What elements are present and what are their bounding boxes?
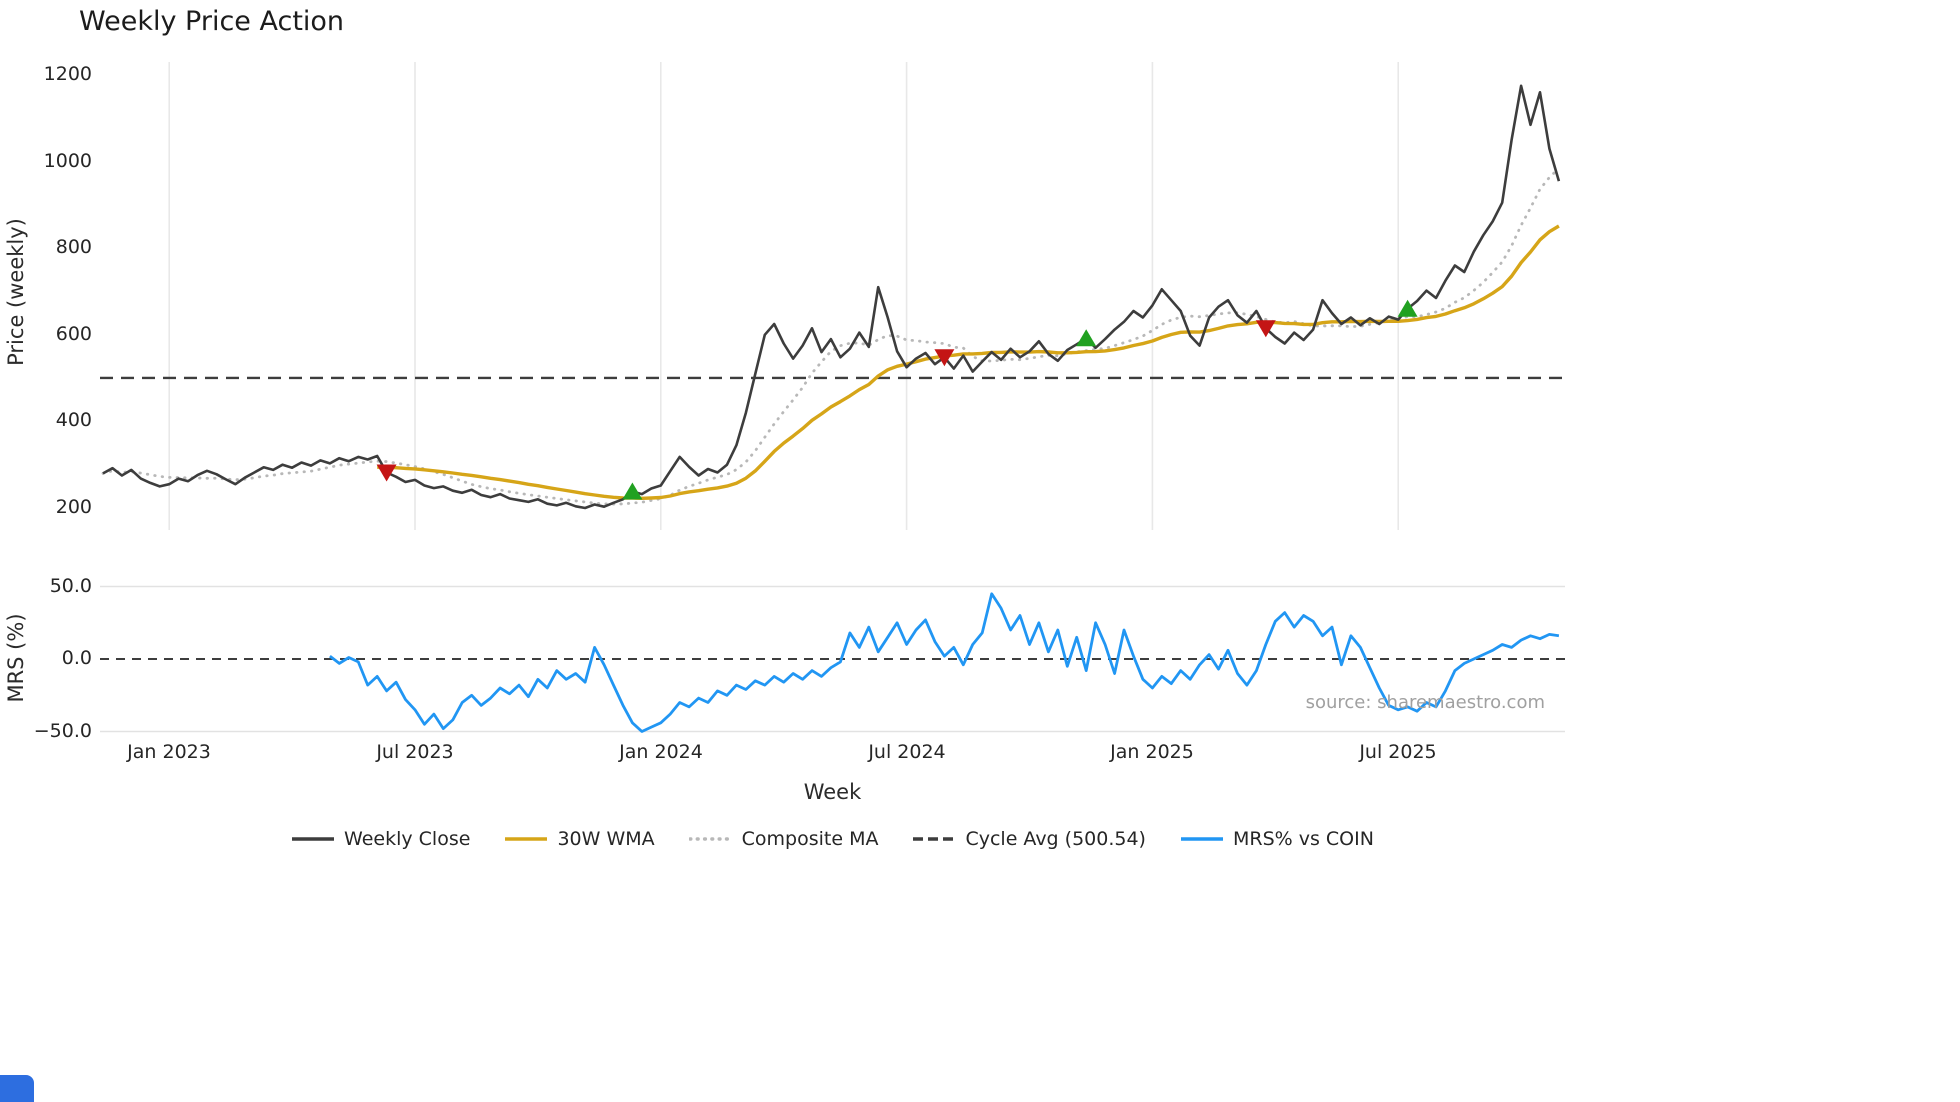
price-tick-label: 600 xyxy=(55,323,92,345)
mrs-line xyxy=(329,592,1560,733)
sell-signal-marker xyxy=(934,349,955,367)
legend-swatch xyxy=(505,837,548,841)
buy-signal-marker xyxy=(1076,329,1097,347)
price-tick-label: 1200 xyxy=(43,63,92,85)
x-tick-label: Jan 2023 xyxy=(127,741,211,763)
legend-label: 30W WMA xyxy=(557,828,655,850)
x-tick-label: Jan 2024 xyxy=(619,741,703,763)
mrs-tick-label: 0.0 xyxy=(61,647,92,669)
legend-item-cycle-avg-500-54: Cycle Avg (500.54) xyxy=(912,828,1146,850)
legend-swatch xyxy=(1180,837,1223,841)
sell-signal-marker xyxy=(376,464,397,482)
legend-item-weekly-close: Weekly Close xyxy=(291,828,470,850)
mrs-tick-label: −50.0 xyxy=(33,720,92,742)
legend-label: MRS% vs COIN xyxy=(1232,828,1374,850)
x-axis-label: Week xyxy=(803,780,862,804)
x-tick-label: Jan 2025 xyxy=(1110,741,1194,763)
legend-label: Cycle Avg (500.54) xyxy=(965,828,1146,850)
legend: Weekly Close 30W WMA Composite MA Cycle Avg… xyxy=(100,828,1565,850)
wma-line xyxy=(377,224,1560,500)
x-tick-label: Jul 2023 xyxy=(376,741,454,763)
buy-signal-marker xyxy=(1397,299,1418,317)
legend-swatch xyxy=(292,837,335,841)
price-tick-label: 1000 xyxy=(43,150,92,172)
buy-signal-marker xyxy=(622,482,643,500)
legend-swatch xyxy=(913,837,956,841)
x-tick-label: Jul 2024 xyxy=(868,741,946,763)
x-tick-label: Jul 2025 xyxy=(1359,741,1437,763)
legend-item-composite-ma: Composite MA xyxy=(688,828,879,850)
chart-title: Weekly Price Action xyxy=(79,6,345,37)
legend-swatch xyxy=(688,837,733,841)
mrs-tick-label: 50.0 xyxy=(49,575,92,597)
sell-signal-marker xyxy=(1255,320,1276,338)
price-tick-label: 200 xyxy=(55,496,92,518)
weekly-close-line xyxy=(102,84,1561,510)
legend-item-30w-wma: 30W WMA xyxy=(504,828,655,850)
legend-label: Weekly Close xyxy=(344,828,471,850)
legend-label: Composite MA xyxy=(741,828,879,850)
legend-item-mrs-vs-coin: MRS% vs COIN xyxy=(1180,828,1374,850)
bottom-left-accent[interactable] xyxy=(0,1075,34,1102)
composite-ma-line xyxy=(101,166,1561,506)
price-tick-label: 800 xyxy=(55,236,92,258)
source-note: source: sharemaestro.com xyxy=(1305,692,1545,713)
price-tick-label: 400 xyxy=(55,409,92,431)
